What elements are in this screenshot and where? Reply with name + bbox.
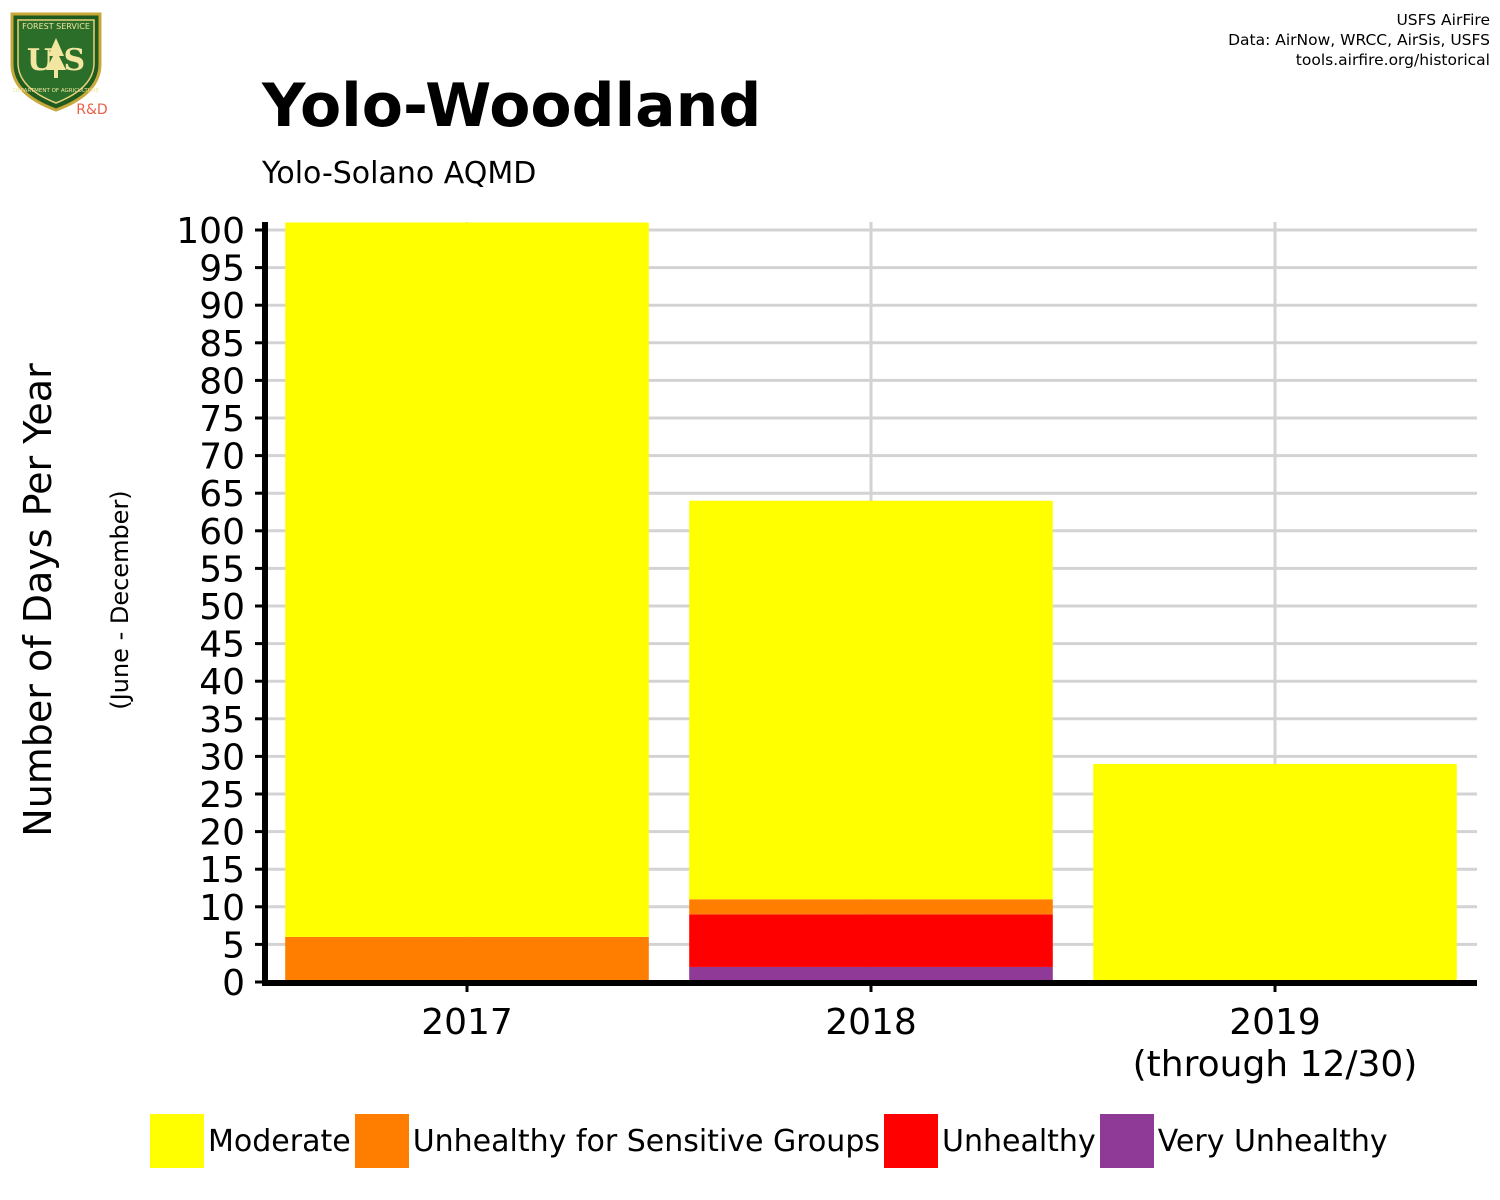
bar-segment	[689, 966, 1053, 982]
y-tick-label: 40	[199, 662, 245, 703]
credits-line2: Data: AirNow, WRCC, AirSis, USFS	[1228, 31, 1490, 49]
legend-item: Moderate	[150, 1114, 351, 1168]
x-tick-label: 2018	[825, 1002, 917, 1043]
y-tick-label: 90	[199, 286, 245, 327]
legend-label: Very Unhealthy	[1157, 1123, 1388, 1159]
usfs-logo: FOREST SERVICE U S DEPARTMENT OF AGRICUL…	[10, 12, 108, 118]
y-tick-label: 60	[199, 512, 245, 553]
legend: Moderate Unhealthy for Sensitive Groups Un…	[150, 1114, 1392, 1168]
y-tick-label: 80	[199, 361, 245, 402]
chart-title: Yolo-Woodland	[262, 71, 762, 141]
bar-segment	[689, 500, 1053, 900]
y-tick-label: 65	[199, 474, 245, 515]
y-tick-label: 75	[199, 399, 245, 440]
y-tick-label: 85	[199, 324, 245, 365]
legend-item: Unhealthy	[884, 1114, 1096, 1168]
legend-label: Unhealthy	[942, 1123, 1096, 1159]
x-tick-label: 2017	[421, 1002, 513, 1043]
legend-swatch	[1099, 1114, 1154, 1168]
y-tick-label: 35	[199, 700, 245, 741]
y-tick-label: 70	[199, 437, 245, 478]
x-tick-label: 2019	[1229, 1002, 1321, 1043]
y-tick-label: 5	[222, 925, 245, 966]
legend-label: Unhealthy for Sensitive Groups	[412, 1123, 880, 1159]
y-tick-label: 95	[199, 249, 245, 290]
y-tick-label: 25	[199, 775, 245, 816]
y-tick-label: 10	[199, 888, 245, 929]
x-tick-label: (through 12/30)	[1133, 1044, 1418, 1085]
bar-segment	[285, 936, 649, 982]
legend-item: Very Unhealthy	[1099, 1114, 1388, 1168]
legend-swatch	[354, 1114, 409, 1168]
y-tick-label: 15	[199, 850, 245, 891]
legend-swatch	[884, 1114, 938, 1168]
legend-item: Unhealthy for Sensitive Groups	[354, 1114, 880, 1168]
bar-segment	[689, 899, 1053, 915]
y-tick-label: 0	[222, 963, 245, 1004]
logo-top-text: FOREST SERVICE	[22, 22, 90, 31]
chart-subtitle: Yolo-Solano AQMD	[262, 156, 537, 191]
y-tick-label: 55	[199, 549, 245, 590]
y-tick-label: 45	[199, 625, 245, 666]
legend-swatch	[150, 1114, 204, 1168]
credits: USFS AirFire Data: AirNow, WRCC, AirSis,…	[1228, 10, 1490, 70]
y-tick-label: 20	[199, 813, 245, 854]
bar-segment	[285, 222, 649, 937]
credits-line1: USFS AirFire	[1396, 11, 1490, 29]
bar-segment	[1093, 763, 1457, 982]
y-tick-label: 30	[199, 737, 245, 778]
y-tick-label: 50	[199, 587, 245, 628]
logo-badge: R&D	[76, 102, 107, 118]
bar-segment	[689, 914, 1053, 967]
y-tick-label: 100	[176, 211, 245, 252]
credits-line3: tools.airfire.org/historical	[1295, 51, 1490, 69]
logo-bottom-text: DEPARTMENT OF AGRICULTURE	[13, 88, 100, 94]
legend-label: Moderate	[208, 1123, 351, 1159]
